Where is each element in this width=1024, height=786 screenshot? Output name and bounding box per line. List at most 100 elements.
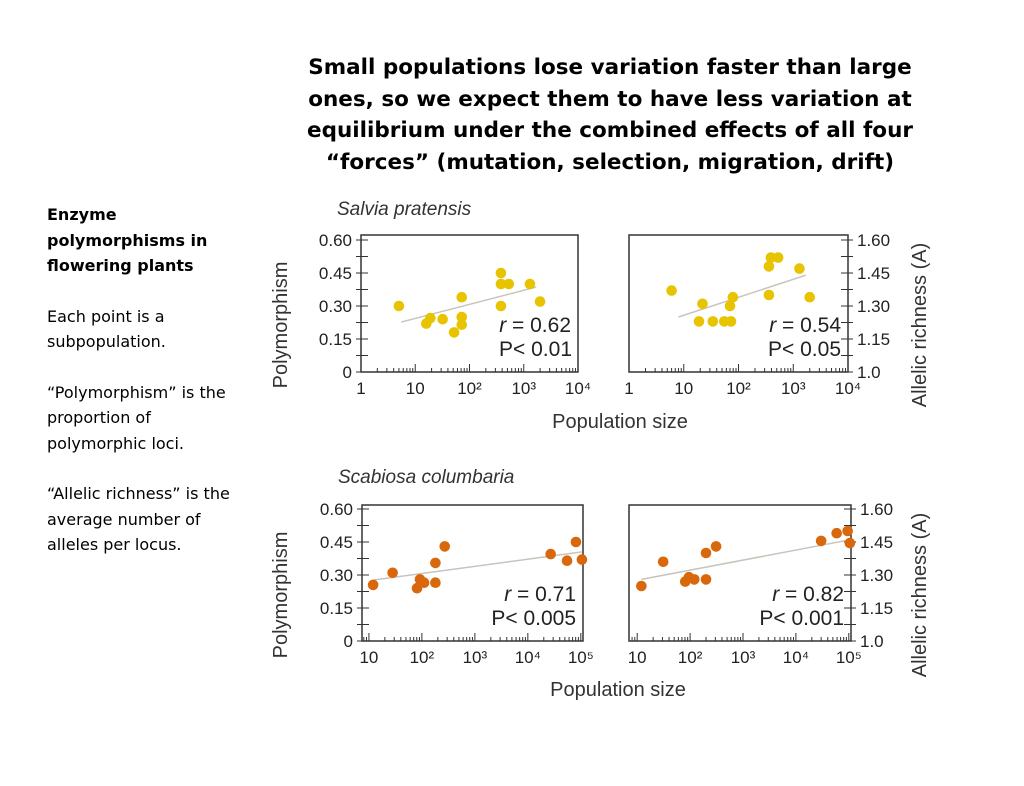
data-point: [844, 537, 856, 549]
y-tick-label: 0.15: [320, 599, 353, 618]
data-point: [794, 263, 805, 274]
x-tick-label: 10³: [463, 648, 488, 667]
r-statistic: r = 0.71: [504, 583, 576, 606]
p-value: P< 0.001: [759, 607, 844, 630]
species-title: Salvia pratensis: [337, 199, 472, 220]
sidebar-paragraph: “Allelic richness” is the average number…: [47, 484, 230, 554]
data-point: [448, 327, 460, 338]
y-tick-label: 1.45: [860, 533, 893, 552]
x-tick-label: 10⁵: [836, 648, 862, 667]
trend-line: [400, 286, 537, 323]
y-axis-label-right: Allelic richness (A): [909, 243, 931, 407]
data-point: [831, 527, 842, 539]
data-point: [545, 548, 556, 560]
x-tick-label: 10⁴: [515, 648, 541, 667]
sidebar-paragraph: “Polymorphism” is the proportion of poly…: [47, 382, 226, 453]
y-tick-label: 0.45: [319, 264, 352, 283]
x-tick-label: 10³: [781, 379, 806, 398]
x-tick-label: 10⁴: [835, 379, 861, 398]
r-statistic: r = 0.54: [769, 314, 841, 337]
x-tick-label: 1: [624, 379, 633, 398]
r-statistic: r = 0.62: [499, 314, 571, 337]
x-tick-label: 10³: [511, 379, 536, 398]
data-point: [763, 261, 775, 272]
x-tick-label: 10²: [678, 648, 703, 667]
trend-line: [641, 539, 851, 581]
x-tick-label: 10²: [457, 379, 482, 398]
data-point: [534, 296, 546, 307]
y-tick-label: 1.0: [857, 363, 881, 382]
scatter-plot: 10 10² 10³ 10⁴ 10⁵ 0 0.15 0.30 0.45 0.60 r = 0.71: [320, 500, 594, 667]
y-tick-label: 0: [343, 363, 352, 382]
plot-frame: [628, 504, 852, 642]
x-tick-label: 10⁴: [783, 648, 809, 667]
trend-line: [678, 274, 807, 318]
title-line: equilibrium under the combined effects o…: [307, 118, 913, 143]
data-point: [765, 252, 777, 263]
x-tick-label: 1: [356, 379, 365, 398]
data-point: [495, 278, 507, 290]
data-point: [495, 267, 507, 279]
r-statistic: r = 0.82: [772, 583, 844, 606]
y-tick-label: 0.15: [319, 330, 352, 349]
data-point: [727, 291, 739, 303]
species-title: Scabiosa columbaria: [338, 467, 514, 488]
x-tick-label: 10: [628, 648, 647, 667]
data-point: [724, 300, 736, 312]
x-axis-label: Population size: [550, 679, 686, 701]
data-point: [561, 555, 573, 566]
sidebar-heading: Enzyme polymorphisms in flowering plants: [47, 205, 208, 275]
y-tick-label: 1.0: [860, 632, 884, 651]
data-point: [430, 577, 441, 588]
data-point: [666, 285, 677, 296]
title-line: ones, so we expect them to have less var…: [308, 86, 912, 112]
data-point: [524, 278, 536, 290]
data-point: [393, 300, 405, 312]
y-tick-label: 0.30: [320, 566, 353, 585]
title-line: “forces” (mutation, selection, migration…: [325, 149, 895, 175]
data-point: [804, 291, 816, 303]
x-tick-label: 10⁵: [568, 648, 594, 667]
data-point: [697, 298, 708, 310]
p-value: P< 0.01: [499, 338, 572, 361]
y-axis-label-left: Polymorphism: [270, 262, 292, 389]
data-point: [842, 525, 853, 537]
data-point: [710, 541, 722, 552]
data-point: [439, 541, 451, 552]
x-tick-label: 10²: [726, 379, 751, 398]
data-point: [495, 300, 507, 312]
y-tick-label: 1.60: [857, 231, 890, 250]
y-tick-label: 0: [344, 632, 353, 651]
y-tick-label: 1.45: [857, 264, 890, 283]
scatter-plot: 1 10 10² 10³ 10⁴ 0 0.15 0.30 0.45 0.60 r = 0.62: [319, 231, 591, 398]
x-tick-label: 10: [406, 379, 425, 398]
data-point: [700, 547, 712, 559]
data-point: [725, 316, 737, 327]
data-point: [636, 580, 647, 592]
y-axis-label-left: Polymorphism: [270, 532, 292, 659]
x-tick-label: 10: [359, 648, 378, 667]
data-point: [657, 556, 669, 568]
x-tick-label: 10²: [410, 648, 435, 667]
x-tick-label: 10⁴: [565, 379, 591, 398]
p-value: P< 0.05: [768, 338, 841, 361]
x-tick-label: 10: [674, 379, 693, 398]
data-point: [456, 319, 468, 331]
sidebar-paragraph: Each point is a subpopulation.: [47, 306, 166, 352]
y-tick-label: 0.60: [320, 500, 353, 519]
data-point: [693, 316, 705, 327]
y-axis-label-right: Allelic richness (A): [909, 513, 931, 677]
data-point: [437, 313, 448, 325]
y-tick-label: 1.30: [857, 297, 890, 316]
data-point: [772, 252, 784, 263]
data-point: [763, 289, 775, 301]
data-point: [700, 574, 712, 585]
data-point: [815, 535, 827, 547]
p-value: P< 0.005: [491, 607, 576, 630]
data-point: [430, 557, 441, 569]
data-point: [503, 278, 515, 290]
data-point: [456, 291, 468, 303]
